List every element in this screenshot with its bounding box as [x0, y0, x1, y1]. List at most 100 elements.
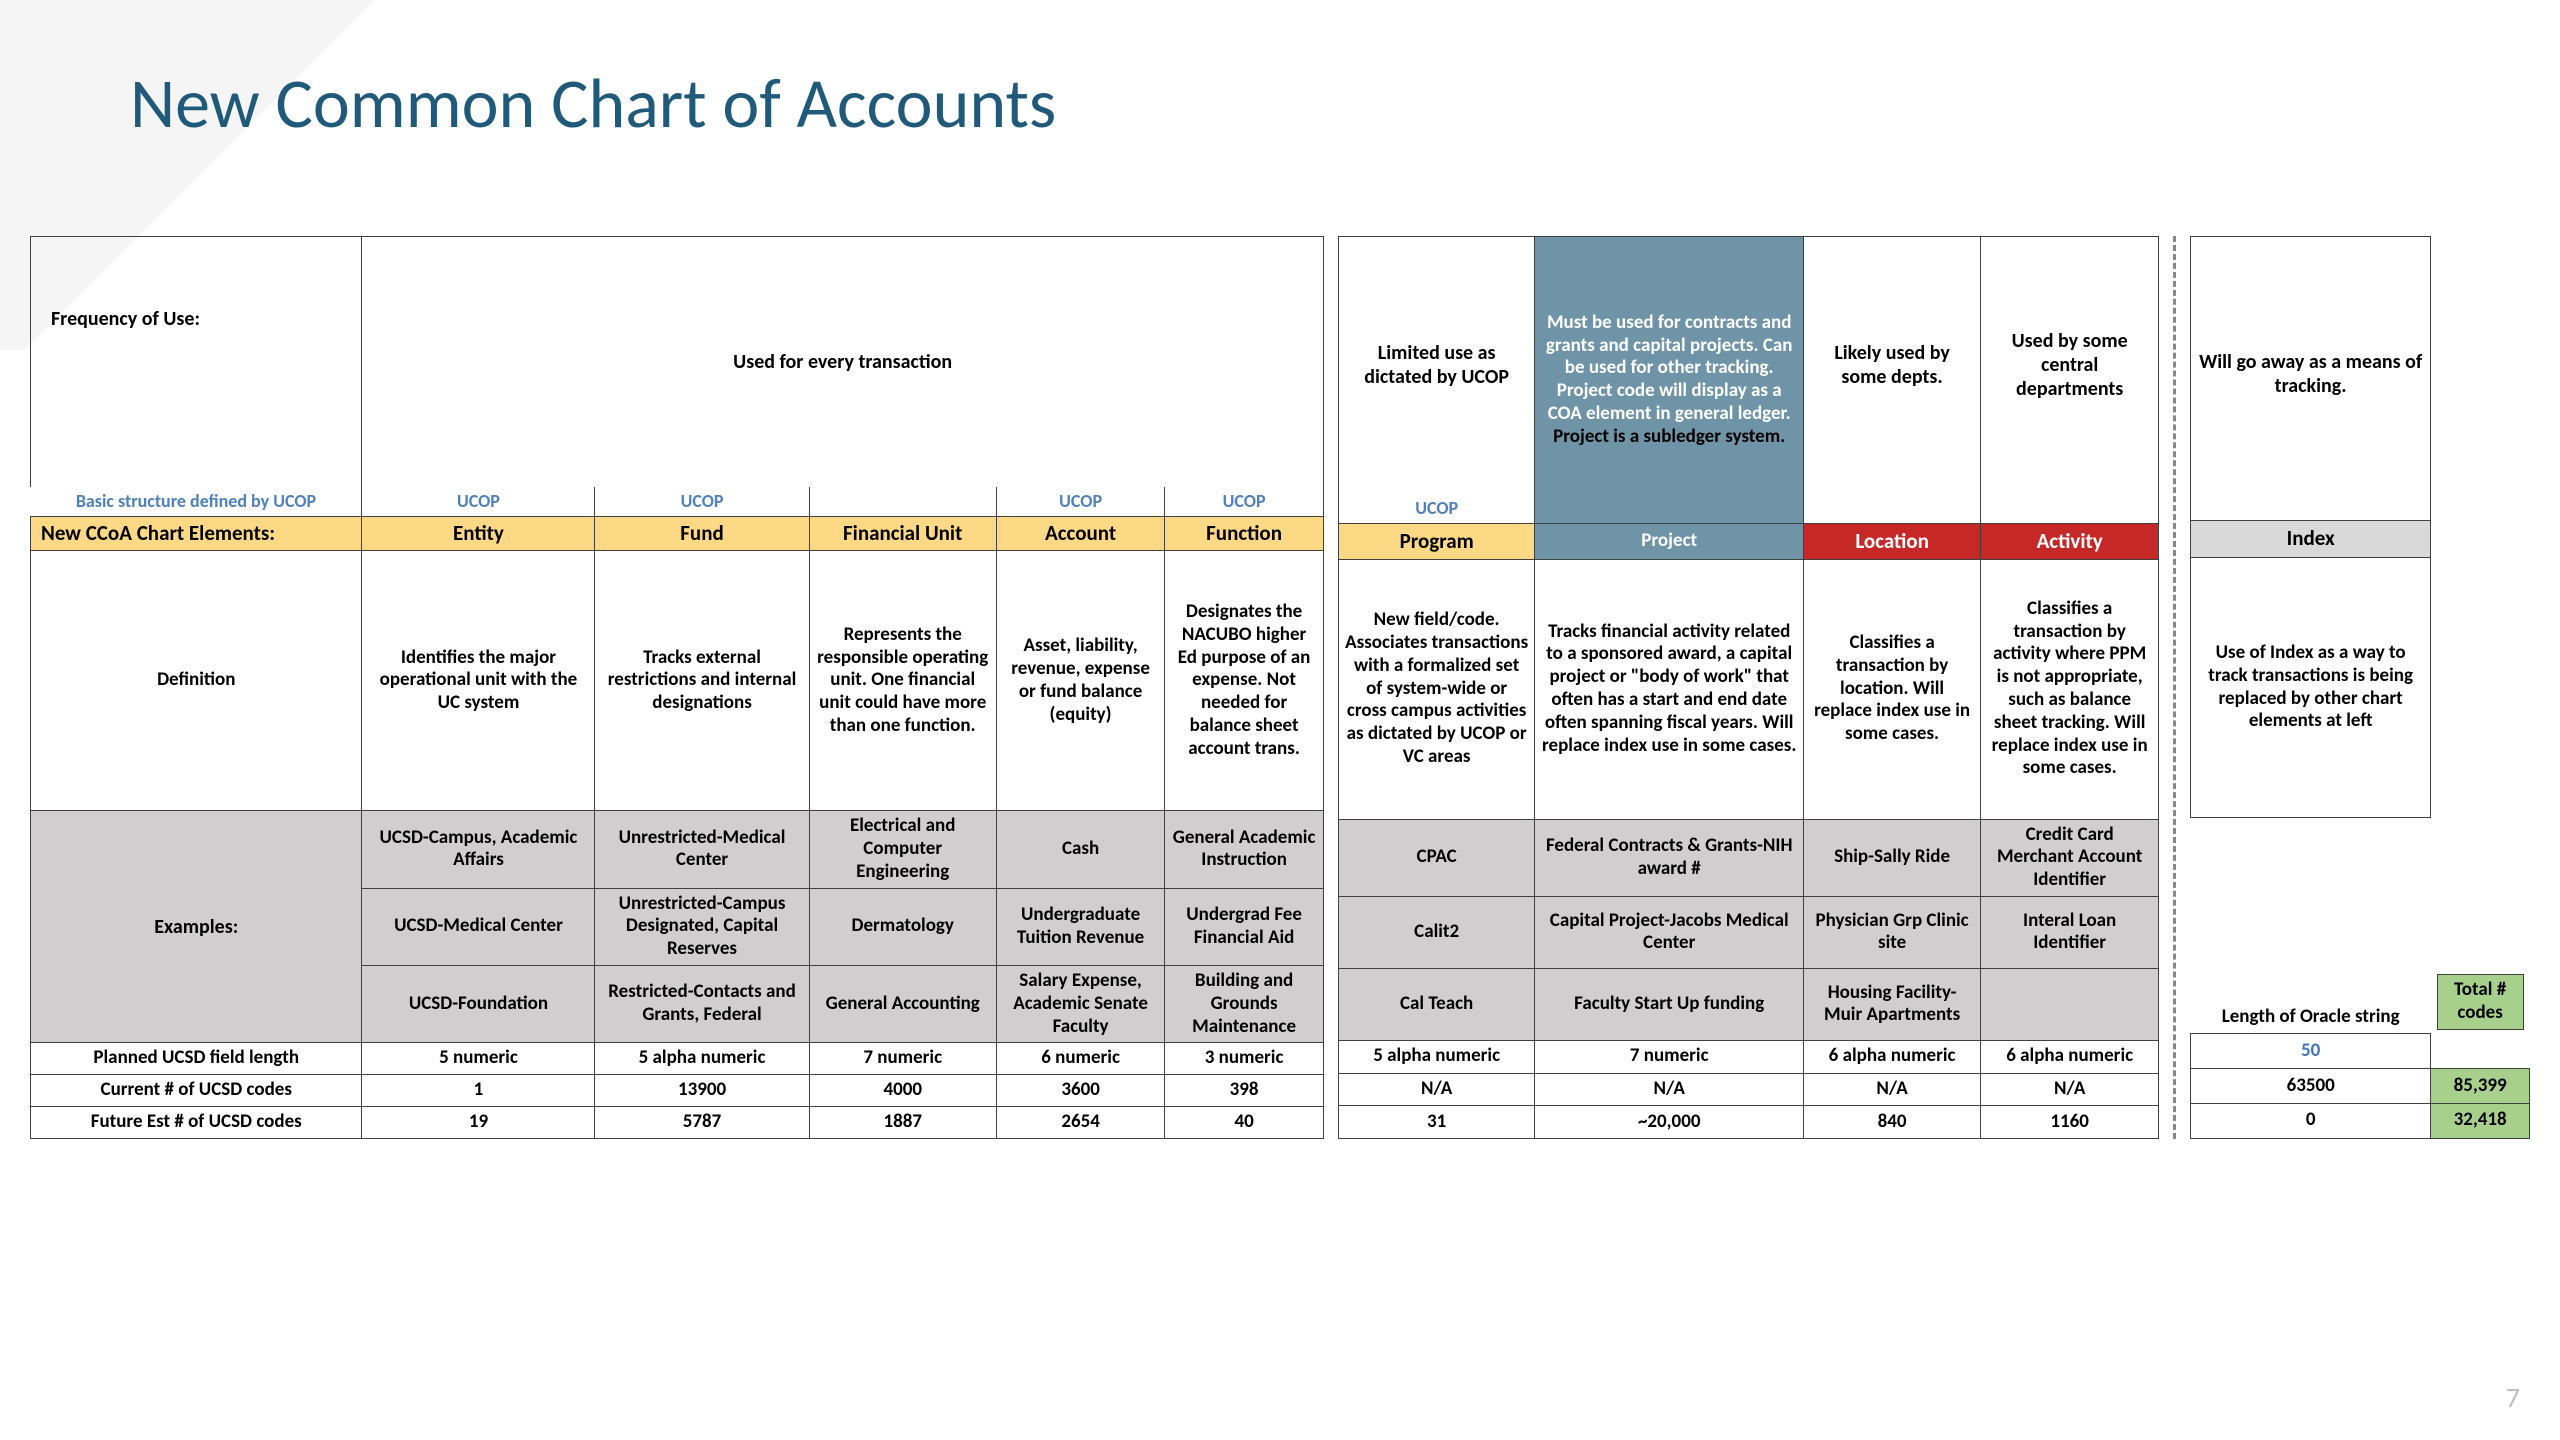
fut-location: 840	[1803, 1106, 1980, 1139]
cur-index: 63500	[2191, 1069, 2431, 1104]
ex1-project: Federal Contracts & Grants-NIH award #	[1535, 819, 1803, 896]
index-separator	[2173, 236, 2176, 1139]
row-length: Planned UCSD field length 5 numeric 5 al…	[31, 1043, 1324, 1075]
fut-program: 31	[1338, 1106, 1535, 1139]
cur-entity: 1	[362, 1075, 595, 1107]
row-ex2-2: Calit2 Capital Project-Jacobs Medical Ce…	[1338, 896, 2158, 968]
hdr-project: Project	[1535, 524, 1803, 559]
hdr-fund: Fund	[595, 517, 809, 551]
ex2-activity: Interal Loan Identifier	[1981, 896, 2159, 968]
ex2-account: Undergraduate Tuition Revenue	[996, 888, 1165, 965]
ex3-project: Faculty Start Up funding	[1535, 968, 1803, 1040]
def-program: New field/code. Associates transactions …	[1338, 559, 1535, 819]
ucop-function: UCOP	[1165, 487, 1323, 517]
total-future: 32,418	[2431, 1103, 2530, 1138]
elements-label: New CCoA Chart Elements:	[31, 517, 362, 551]
row-definition: Definition Identifies the major operatio…	[31, 551, 1324, 811]
page-number: 7	[2506, 1380, 2520, 1415]
row-headers: New CCoA Chart Elements: Entity Fund Fin…	[31, 517, 1324, 551]
def-location: Classifies a transaction by location. Wi…	[1803, 559, 1980, 819]
ex3-program: Cal Teach	[1338, 968, 1535, 1040]
ex3-account: Salary Expense, Academic Senate Faculty	[996, 966, 1165, 1043]
row-future: Future Est # of UCSD codes 19 5787 1887 …	[31, 1107, 1324, 1139]
hdr-activity: Activity	[1981, 524, 2159, 559]
row-ex1-3	[2191, 818, 2530, 890]
table-block-3: Will go away as a means of tracking. Ind…	[2190, 236, 2530, 1139]
row-headers-2: Program Project Location Activity	[1338, 524, 2158, 559]
fut-finunit: 1887	[809, 1107, 996, 1139]
row-ucop: Basic structure defined by UCOP UCOP UCO…	[31, 487, 1324, 517]
def-label: Definition	[31, 551, 362, 811]
blank-2	[2431, 520, 2530, 558]
ex1-entity: UCSD-Campus, Academic Affairs	[362, 811, 595, 888]
fut-index: 0	[2191, 1103, 2431, 1138]
ucop-activity	[1981, 493, 2159, 524]
def-activity: Classifies a transaction by activity whe…	[1981, 559, 2159, 819]
fut-activity: 1160	[1981, 1106, 2159, 1139]
ex2-project: Capital Project-Jacobs Medical Center	[1535, 896, 1803, 968]
cur-activity: N/A	[1981, 1073, 2159, 1106]
cur-function: 398	[1165, 1075, 1323, 1107]
length-oracle-label: Length of Oracle string	[2191, 962, 2431, 1034]
def-index: Use of Index as a way to track transacti…	[2191, 558, 2431, 818]
ucop-fund: UCOP	[595, 487, 809, 517]
ex1-index	[2191, 818, 2431, 890]
ex3-activity	[1981, 968, 2159, 1040]
ex2-fund: Unrestricted-Campus Designated, Capital …	[595, 888, 809, 965]
len-finunit: 7 numeric	[809, 1043, 996, 1075]
ex3-entity: UCSD-Foundation	[362, 966, 595, 1043]
slide-title: New Common Chart of Accounts	[130, 60, 2540, 146]
len-location: 6 alpha numeric	[1803, 1040, 1980, 1073]
ex2-function: Undergrad Fee Financial Aid	[1165, 888, 1323, 965]
table-container: Frequency of Use: Used for every transac…	[20, 236, 2540, 1139]
freq-project-black: Project is a subledger system.	[1553, 425, 1785, 448]
len-label: Planned UCSD field length	[31, 1043, 362, 1075]
ucop-finunit	[809, 487, 996, 517]
ex1-program: CPAC	[1338, 819, 1535, 896]
ex3-finunit: General Accounting	[809, 966, 996, 1043]
row-current-3: 63500 85,399	[2191, 1069, 2530, 1104]
def-finunit: Represents the responsible operating uni…	[809, 551, 996, 811]
def-function: Designates the NACUBO higher Ed purpose …	[1165, 551, 1323, 811]
slide: New Common Chart of Accounts Frequency o…	[0, 0, 2560, 1440]
fut-label: Future Est # of UCSD codes	[31, 1107, 362, 1139]
hdr-location: Location	[1803, 524, 1980, 559]
ucop-entity: UCOP	[362, 487, 595, 517]
row-ex1-2: CPAC Federal Contracts & Grants-NIH awar…	[1338, 819, 2158, 896]
cur-account: 3600	[996, 1075, 1165, 1107]
len-entity: 5 numeric	[362, 1043, 595, 1075]
ucop-structure-label: Basic structure defined by UCOP	[31, 487, 362, 517]
ex2-entity: UCSD-Medical Center	[362, 888, 595, 965]
freq-every: Used for every transaction	[733, 350, 952, 374]
cur-location: N/A	[1803, 1073, 1980, 1106]
ucop-index	[2191, 511, 2431, 520]
freq-central: Used by some central departments	[1981, 237, 2159, 494]
row-ex3-3: Length of Oracle string Total # codes	[2191, 962, 2530, 1034]
ex-label: Examples:	[31, 811, 362, 1043]
ex2-finunit: Dermatology	[809, 888, 996, 965]
def-account: Asset, liability, revenue, expense or fu…	[996, 551, 1165, 811]
total-codes-label: Total # codes	[2437, 974, 2524, 1030]
ucop-program: UCOP	[1338, 493, 1535, 524]
row-current: Current # of UCSD codes 1 13900 4000 360…	[31, 1075, 1324, 1107]
ucop-location	[1803, 493, 1980, 524]
def-fund: Tracks external restrictions and interna…	[595, 551, 809, 811]
row-ex2-3	[2191, 890, 2530, 962]
hdr-finunit: Financial Unit	[809, 517, 996, 551]
fut-account: 2654	[996, 1107, 1165, 1139]
hdr-program: Program	[1338, 524, 1535, 559]
freq-index: Will go away as a means of tracking.	[2191, 237, 2431, 511]
ex1-activity: Credit Card Merchant Account Identifier	[1981, 819, 2159, 896]
len-program: 5 alpha numeric	[1338, 1040, 1535, 1073]
freq-project-white: Must be used for contracts and grants an…	[1546, 311, 1793, 425]
cur-project: N/A	[1535, 1073, 1803, 1106]
cur-program: N/A	[1338, 1073, 1535, 1106]
blank-3	[2431, 558, 2530, 818]
row-current-2: N/A N/A N/A N/A	[1338, 1073, 2158, 1106]
ex2-location: Physician Grp Clinic site	[1803, 896, 1980, 968]
freq-project: Must be used for contracts and grants an…	[1535, 237, 1803, 524]
len-function: 3 numeric	[1165, 1043, 1323, 1075]
row-def-2: New field/code. Associates transactions …	[1338, 559, 2158, 819]
ex3-fund: Restricted-Contacts and Grants, Federal	[595, 966, 809, 1043]
oracle-length: 50	[2191, 1034, 2431, 1069]
